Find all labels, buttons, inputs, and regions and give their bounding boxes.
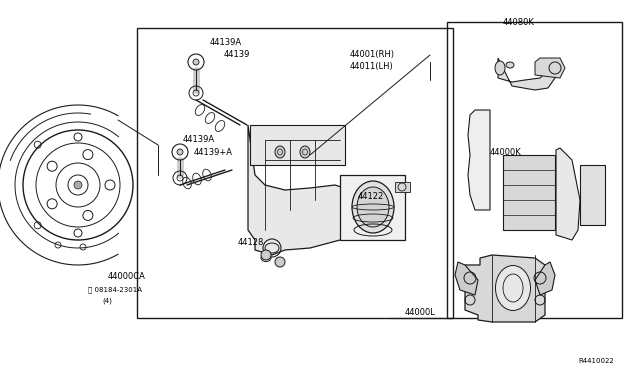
Circle shape <box>177 149 183 155</box>
Ellipse shape <box>495 61 505 75</box>
Text: 44139+A: 44139+A <box>194 148 233 157</box>
Ellipse shape <box>352 181 394 233</box>
Text: 44139A: 44139A <box>210 38 242 47</box>
Text: 44011(LH): 44011(LH) <box>350 62 394 71</box>
Circle shape <box>275 257 285 267</box>
Text: 44000CA: 44000CA <box>108 272 146 281</box>
Text: Ⓑ 08184-2301A: Ⓑ 08184-2301A <box>88 286 142 293</box>
Bar <box>395 182 410 192</box>
Text: 44128: 44128 <box>238 238 264 247</box>
Circle shape <box>193 59 199 65</box>
Ellipse shape <box>275 146 285 158</box>
Text: 44139: 44139 <box>224 50 250 59</box>
Bar <box>137 28 453 318</box>
Polygon shape <box>465 255 545 322</box>
Polygon shape <box>535 262 555 295</box>
Polygon shape <box>248 125 350 255</box>
Ellipse shape <box>300 146 310 158</box>
Text: 44139A: 44139A <box>183 135 215 144</box>
Polygon shape <box>468 110 490 210</box>
Ellipse shape <box>357 187 389 227</box>
Polygon shape <box>455 262 478 295</box>
Bar <box>340 175 405 240</box>
Ellipse shape <box>495 266 531 311</box>
Bar <box>250 125 345 165</box>
Text: 44080K: 44080K <box>503 18 535 27</box>
Bar <box>447 22 622 318</box>
Bar <box>503 155 555 230</box>
Circle shape <box>261 250 271 260</box>
Polygon shape <box>535 58 565 78</box>
Text: 44000K: 44000K <box>490 148 522 157</box>
Text: R4410022: R4410022 <box>578 358 614 364</box>
Ellipse shape <box>506 62 514 68</box>
Bar <box>580 165 605 225</box>
Text: 44000L: 44000L <box>404 308 435 317</box>
Polygon shape <box>498 58 555 90</box>
Text: 44001(RH): 44001(RH) <box>350 50 395 59</box>
Circle shape <box>74 181 82 189</box>
Text: 44122: 44122 <box>358 192 384 201</box>
Text: (4): (4) <box>102 298 112 305</box>
Polygon shape <box>556 148 580 240</box>
